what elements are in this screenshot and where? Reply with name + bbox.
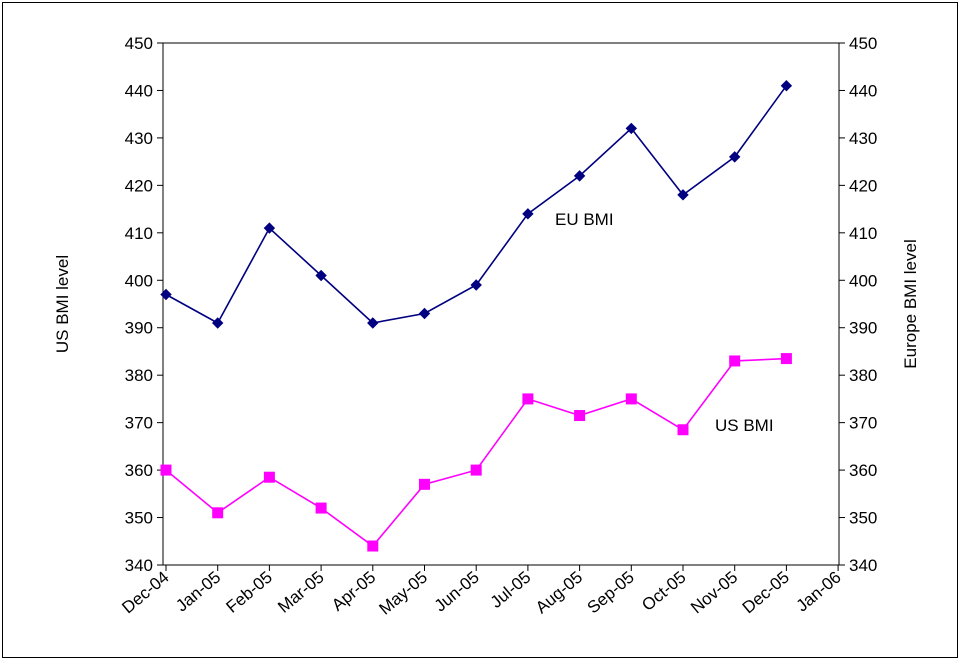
data-point-eu-bmi: [263, 222, 276, 234]
x-tick-label: Jun-05: [431, 568, 483, 616]
data-point-eu-bmi: [367, 317, 379, 329]
y-tick-label-right: 430: [849, 129, 877, 148]
x-tick-label: May-05: [375, 568, 431, 619]
data-point-us-bmi: [419, 478, 430, 490]
data-point-us-bmi: [780, 353, 792, 365]
data-point-eu-bmi: [315, 269, 327, 282]
y-tick-label-right: 360: [849, 461, 877, 480]
data-point-us-bmi: [160, 464, 172, 476]
series-label-eu-bmi: EU BMI: [555, 210, 614, 229]
y-tick-label-left: 360: [125, 461, 153, 480]
y-axis-title-left: US BMI level: [53, 255, 72, 353]
x-tick-label: Apr-05: [328, 568, 379, 615]
plot-area: [162, 42, 840, 566]
data-point-eu-bmi: [160, 288, 172, 301]
data-point-eu-bmi: [522, 208, 534, 220]
series-layer: [160, 80, 793, 552]
data-point-eu-bmi: [780, 80, 793, 92]
y-tick-label-left: 410: [125, 224, 153, 243]
data-point-us-bmi: [677, 424, 689, 436]
y-tick-label-right: 390: [849, 319, 877, 338]
y-tick-label-right: 450: [849, 34, 877, 53]
y-axis-left: 340 350 360 370 380 390 400 410 420 430 440 450: [125, 34, 163, 575]
y-tick-label-right: 370: [849, 414, 877, 433]
x-tick-label: Jul-05: [487, 568, 535, 612]
data-point-us-bmi: [263, 471, 275, 483]
series-line-us-bmi: [165, 357, 787, 548]
y-tick-label-left: 430: [125, 129, 153, 148]
y-tick-label-left: 400: [125, 271, 153, 290]
data-point-eu-bmi: [470, 279, 482, 291]
x-tick-label: Sep-05: [584, 568, 638, 618]
y-axis-title-right: Europe BMI level: [901, 239, 920, 368]
data-point-us-bmi: [625, 393, 637, 405]
y-tick-label-left: 390: [125, 319, 153, 338]
y-tick-label-right: 380: [849, 366, 877, 385]
y-tick-label-left: 450: [125, 34, 153, 53]
x-tick-label: Aug-05: [532, 568, 586, 618]
y-tick-label-left: 350: [125, 509, 153, 528]
data-point-us-bmi: [729, 355, 741, 367]
x-tick-label: Jan-05: [172, 568, 224, 616]
data-point-eu-bmi: [677, 189, 689, 201]
data-point-us-bmi: [367, 540, 379, 552]
x-tick-label: Feb-05: [222, 568, 275, 617]
y-tick-label-right: 400: [849, 271, 877, 290]
data-point-eu-bmi: [211, 317, 224, 329]
data-point-us-bmi: [212, 507, 224, 519]
x-tick-label: Jan-06: [793, 568, 845, 616]
y-tick-label-right: 440: [849, 81, 877, 100]
data-point-eu-bmi: [728, 151, 741, 163]
x-tick-label: Nov-05: [687, 568, 741, 618]
y-tick-label-left: 370: [125, 414, 153, 433]
y-tick-label-right: 340: [849, 556, 877, 575]
y-tick-label-left: 380: [125, 366, 153, 385]
x-tick-label: Dec-05: [739, 568, 793, 618]
data-point-eu-bmi: [625, 122, 638, 135]
y-tick-label-right: 410: [849, 224, 877, 243]
y-tick-label-left: 420: [125, 176, 153, 195]
data-point-us-bmi: [522, 393, 534, 405]
y-axis-right: 340 350 360 370 380 390 400 410 420 430 440 450: [839, 34, 877, 575]
data-point-us-bmi: [574, 410, 586, 422]
x-tick-label: Mar-05: [274, 568, 327, 617]
y-tick-label-right: 350: [849, 509, 877, 528]
data-point-us-bmi: [315, 502, 327, 514]
y-tick-label-left: 340: [125, 556, 153, 575]
x-tick-label: Oct-05: [638, 568, 689, 615]
y-tick-label-right: 420: [849, 176, 877, 195]
data-point-eu-bmi: [418, 307, 431, 320]
series-label-us-bmi: US BMI: [715, 416, 774, 435]
data-point-eu-bmi: [573, 170, 586, 182]
y-tick-label-left: 440: [125, 81, 153, 100]
data-point-us-bmi: [470, 464, 482, 476]
